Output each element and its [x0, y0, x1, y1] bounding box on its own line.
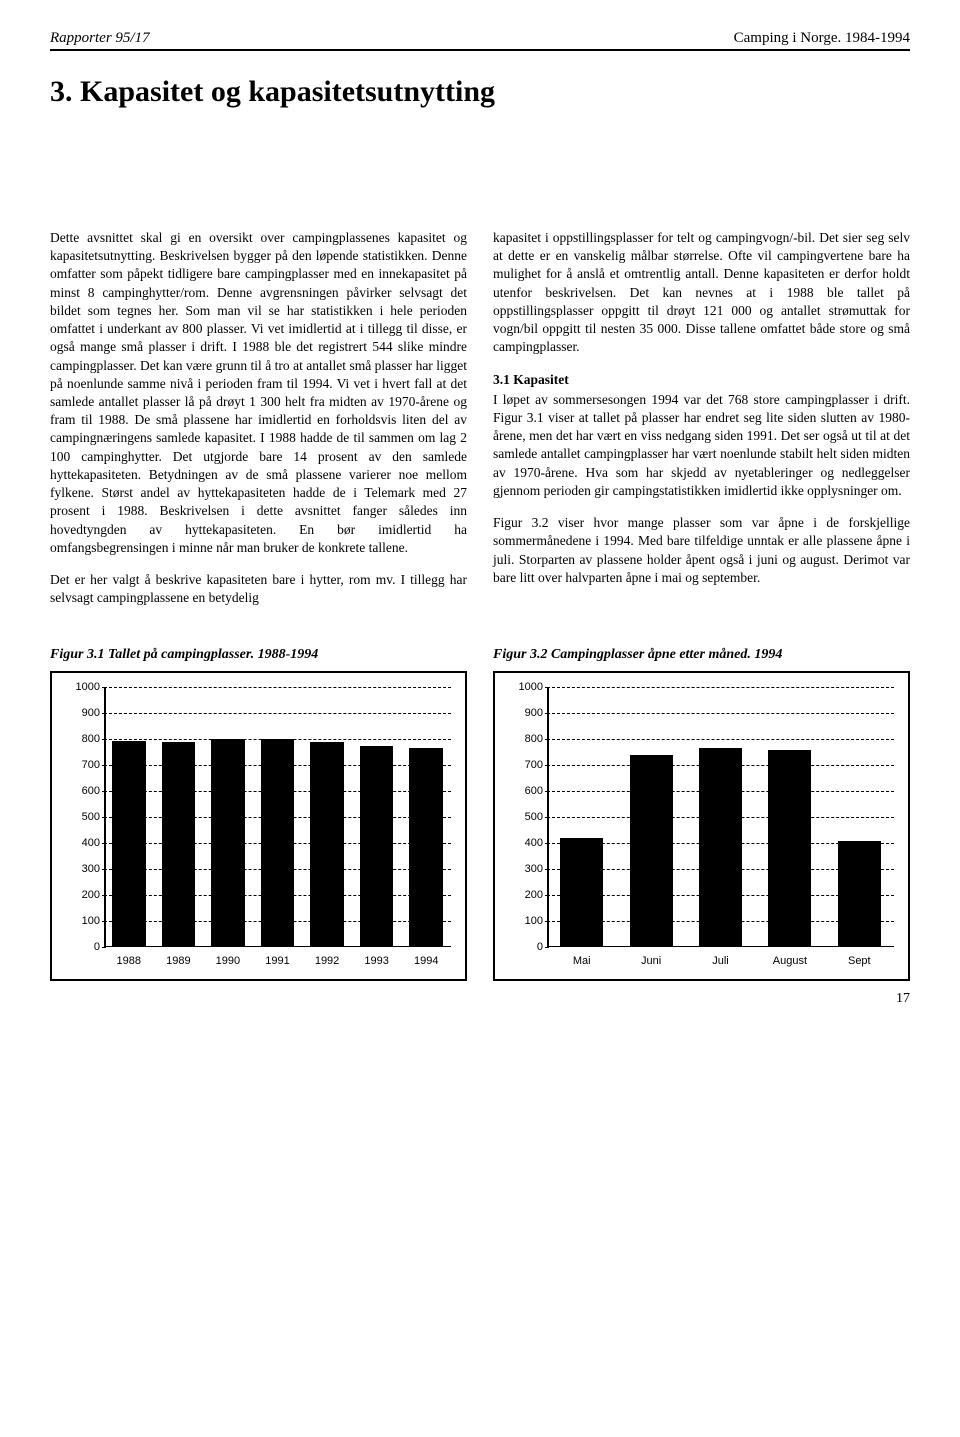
- right-column: kapasitet i oppstillingsplasser for telt…: [493, 229, 910, 621]
- figure-3-2-block: Figur 3.2 Campingplasser åpne etter måne…: [493, 647, 910, 981]
- x-tick-label: 1990: [216, 955, 240, 967]
- y-tick-label: 900: [509, 707, 543, 719]
- figure-3-1-chart: 0 100 200 300 400 500 600 700 800 900 1000 1988 1989…: [50, 671, 467, 981]
- y-tick-label: 800: [66, 733, 100, 745]
- x-tick-label: 1992: [315, 955, 339, 967]
- left-column: Dette avsnittet skal gi en oversikt over…: [50, 229, 467, 621]
- bar: [699, 748, 742, 948]
- bar: [162, 742, 196, 947]
- y-tick-label: 400: [509, 837, 543, 849]
- bar: [261, 739, 295, 947]
- y-tick-label: 1000: [509, 681, 543, 693]
- y-tick-label: 700: [509, 759, 543, 771]
- x-tick-label: Sept: [848, 955, 871, 967]
- y-tick-label: 600: [509, 785, 543, 797]
- right-para-1: kapasitet i oppstillingsplasser for telt…: [493, 229, 910, 357]
- bar: [310, 742, 344, 947]
- y-tick-label: 500: [509, 811, 543, 823]
- bar: [409, 748, 443, 948]
- figure-3-2-chart: 0 100 200 300 400 500 600 700 800 900 1000 Mai Juni J…: [493, 671, 910, 981]
- y-tick-label: 0: [66, 941, 100, 953]
- x-tick-label: Juli: [712, 955, 729, 967]
- y-tick-label: 100: [509, 915, 543, 927]
- x-tick-label: 1993: [364, 955, 388, 967]
- header-right: Camping i Norge. 1984-1994: [734, 30, 910, 47]
- x-tick-label: 1991: [265, 955, 289, 967]
- figure-3-1-block: Figur 3.1 Tallet på campingplasser. 1988…: [50, 647, 467, 981]
- left-para-2: Det er her valgt å beskrive kapasiteten …: [50, 571, 467, 607]
- x-tick-label: 1989: [166, 955, 190, 967]
- left-para-1: Dette avsnittet skal gi en oversikt over…: [50, 229, 467, 557]
- bar: [112, 741, 146, 947]
- y-tick-label: 800: [509, 733, 543, 745]
- x-tick-label: Juni: [641, 955, 661, 967]
- bar: [211, 739, 245, 947]
- section-heading-3-1: 3.1 Kapasitet: [493, 371, 910, 389]
- y-tick-label: 1000: [66, 681, 100, 693]
- right-para-3: Figur 3.2 viser hvor mange plasser som v…: [493, 514, 910, 587]
- y-tick-label: 0: [509, 941, 543, 953]
- y-tick-label: 400: [66, 837, 100, 849]
- figure-3-2-caption: Figur 3.2 Campingplasser åpne etter måne…: [493, 647, 910, 663]
- header-left: Rapporter 95/17: [50, 30, 150, 47]
- y-tick-label: 500: [66, 811, 100, 823]
- y-tick-label: 300: [66, 863, 100, 875]
- bar: [560, 838, 603, 947]
- page-header: Rapporter 95/17 Camping i Norge. 1984-19…: [50, 30, 910, 51]
- body-text-columns: Dette avsnittet skal gi en oversikt over…: [50, 229, 910, 621]
- y-tick-label: 200: [66, 889, 100, 901]
- figure-3-1-caption: Figur 3.1 Tallet på campingplasser. 1988…: [50, 647, 467, 663]
- y-tick-label: 300: [509, 863, 543, 875]
- x-tick-label: Mai: [573, 955, 591, 967]
- y-tick-label: 100: [66, 915, 100, 927]
- bar: [838, 841, 881, 948]
- x-tick-label: 1988: [117, 955, 141, 967]
- page-number: 17: [50, 991, 910, 1007]
- x-tick-label: August: [773, 955, 807, 967]
- x-tick-label: 1994: [414, 955, 438, 967]
- bar: [768, 750, 811, 948]
- chapter-title: 3. Kapasitet og kapasitetsutnytting: [50, 75, 910, 109]
- y-tick-label: 600: [66, 785, 100, 797]
- right-para-2: I løpet av sommersesongen 1994 var det 7…: [493, 391, 910, 500]
- bar: [360, 746, 394, 948]
- y-tick-label: 900: [66, 707, 100, 719]
- figure-row: Figur 3.1 Tallet på campingplasser. 1988…: [50, 647, 910, 981]
- y-tick-label: 200: [509, 889, 543, 901]
- bar: [630, 755, 673, 947]
- y-tick-label: 700: [66, 759, 100, 771]
